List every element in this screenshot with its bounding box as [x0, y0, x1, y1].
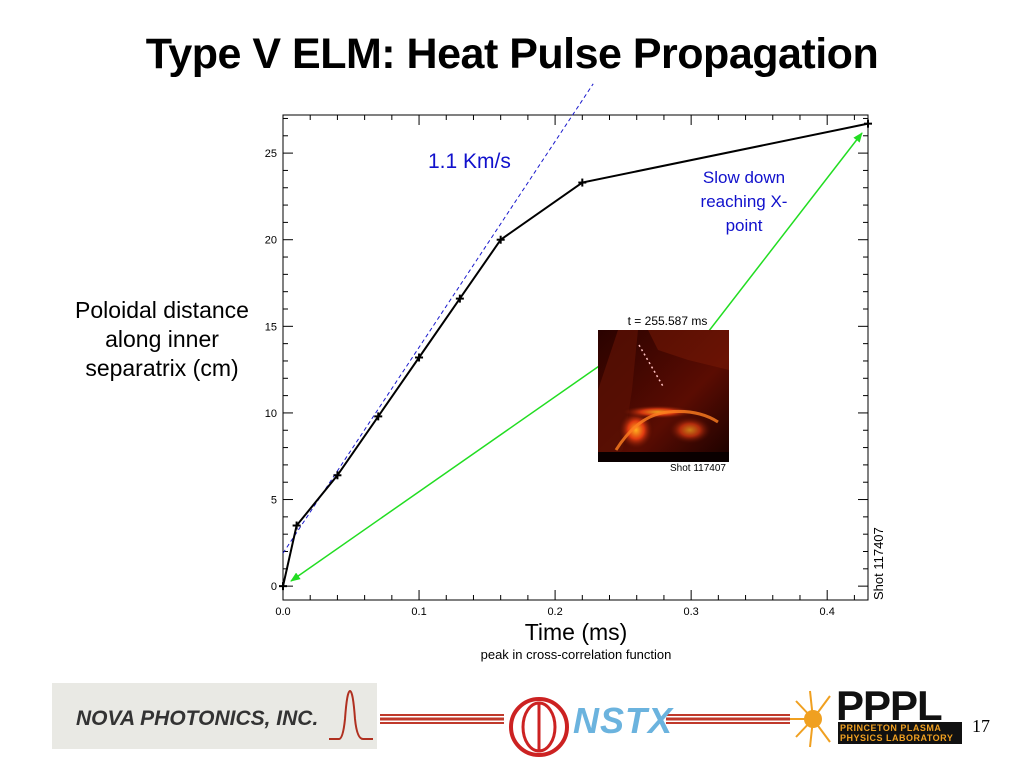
nova-logo-text: NOVA PHOTONICS, INC.: [76, 707, 319, 730]
data-point: [864, 119, 872, 128]
x-tick-label: 0.1: [411, 606, 426, 618]
slowdown-annotation: Slow down reaching X-point: [700, 168, 788, 235]
slide-title: Type V ELM: Heat Pulse Propagation: [145, 30, 879, 78]
x-axis-label: Time (ms): [524, 619, 628, 645]
data-point: [578, 178, 587, 187]
data-point: [292, 521, 301, 530]
data-point: [279, 582, 287, 591]
footer-band-left: [380, 712, 504, 726]
nstx-torus-icon: [509, 697, 569, 757]
shot-number-label: Shot 117407: [871, 527, 886, 600]
y-tick-label: 25: [265, 148, 277, 160]
pppl-logo-text: PPPL: [836, 682, 943, 729]
pppl-logo-subtext: PRINCETON PLASMA PHYSICS LABORATORY: [838, 722, 962, 744]
speed-annotation: 1.1 Km/s: [428, 150, 511, 173]
x-tick-label: 0.4: [820, 606, 835, 618]
y-tick-label: 0: [271, 581, 277, 593]
data-point: [333, 471, 342, 480]
footer-band-right: [666, 712, 790, 726]
pppl-star-icon: [790, 690, 831, 748]
data-point: [496, 235, 505, 244]
data-point: [415, 353, 424, 362]
x-tick-label: 0.2: [547, 606, 562, 618]
data-point: [455, 294, 464, 303]
y-tick-label: 10: [265, 408, 277, 420]
inset-time-label: t = 255.587 ms: [627, 314, 708, 328]
nstx-logo-text: NSTX: [573, 700, 674, 741]
x-tick-label: 0.3: [683, 606, 698, 618]
tick-labels: 0.0 0.1 0.2 0.3 0.4 0 5 10 15 20 25: [265, 148, 835, 618]
y-tick-label: 15: [265, 321, 277, 333]
x-axis-sublabel: peak in cross-correlation function: [480, 647, 672, 662]
slide-number: 17: [972, 716, 990, 736]
arrow-to-start: [290, 340, 636, 582]
y-tick-label: 20: [265, 235, 277, 247]
x-tick-label: 0.0: [275, 606, 290, 618]
camera-inset-image: [598, 330, 729, 462]
y-tick-label: 5: [271, 495, 277, 507]
inset-shot-label: Shot 117407: [670, 463, 726, 474]
pulse-icon: [329, 689, 373, 740]
y-axis-label: Poloidal distance along inner separatrix…: [75, 297, 249, 381]
data-markers: [279, 119, 872, 591]
plot-frame: [282, 114, 869, 601]
nova-photonics-logo: NOVA PHOTONICS, INC.: [52, 683, 377, 749]
data-point: [374, 412, 383, 421]
axis-ticks: [282, 115, 868, 600]
